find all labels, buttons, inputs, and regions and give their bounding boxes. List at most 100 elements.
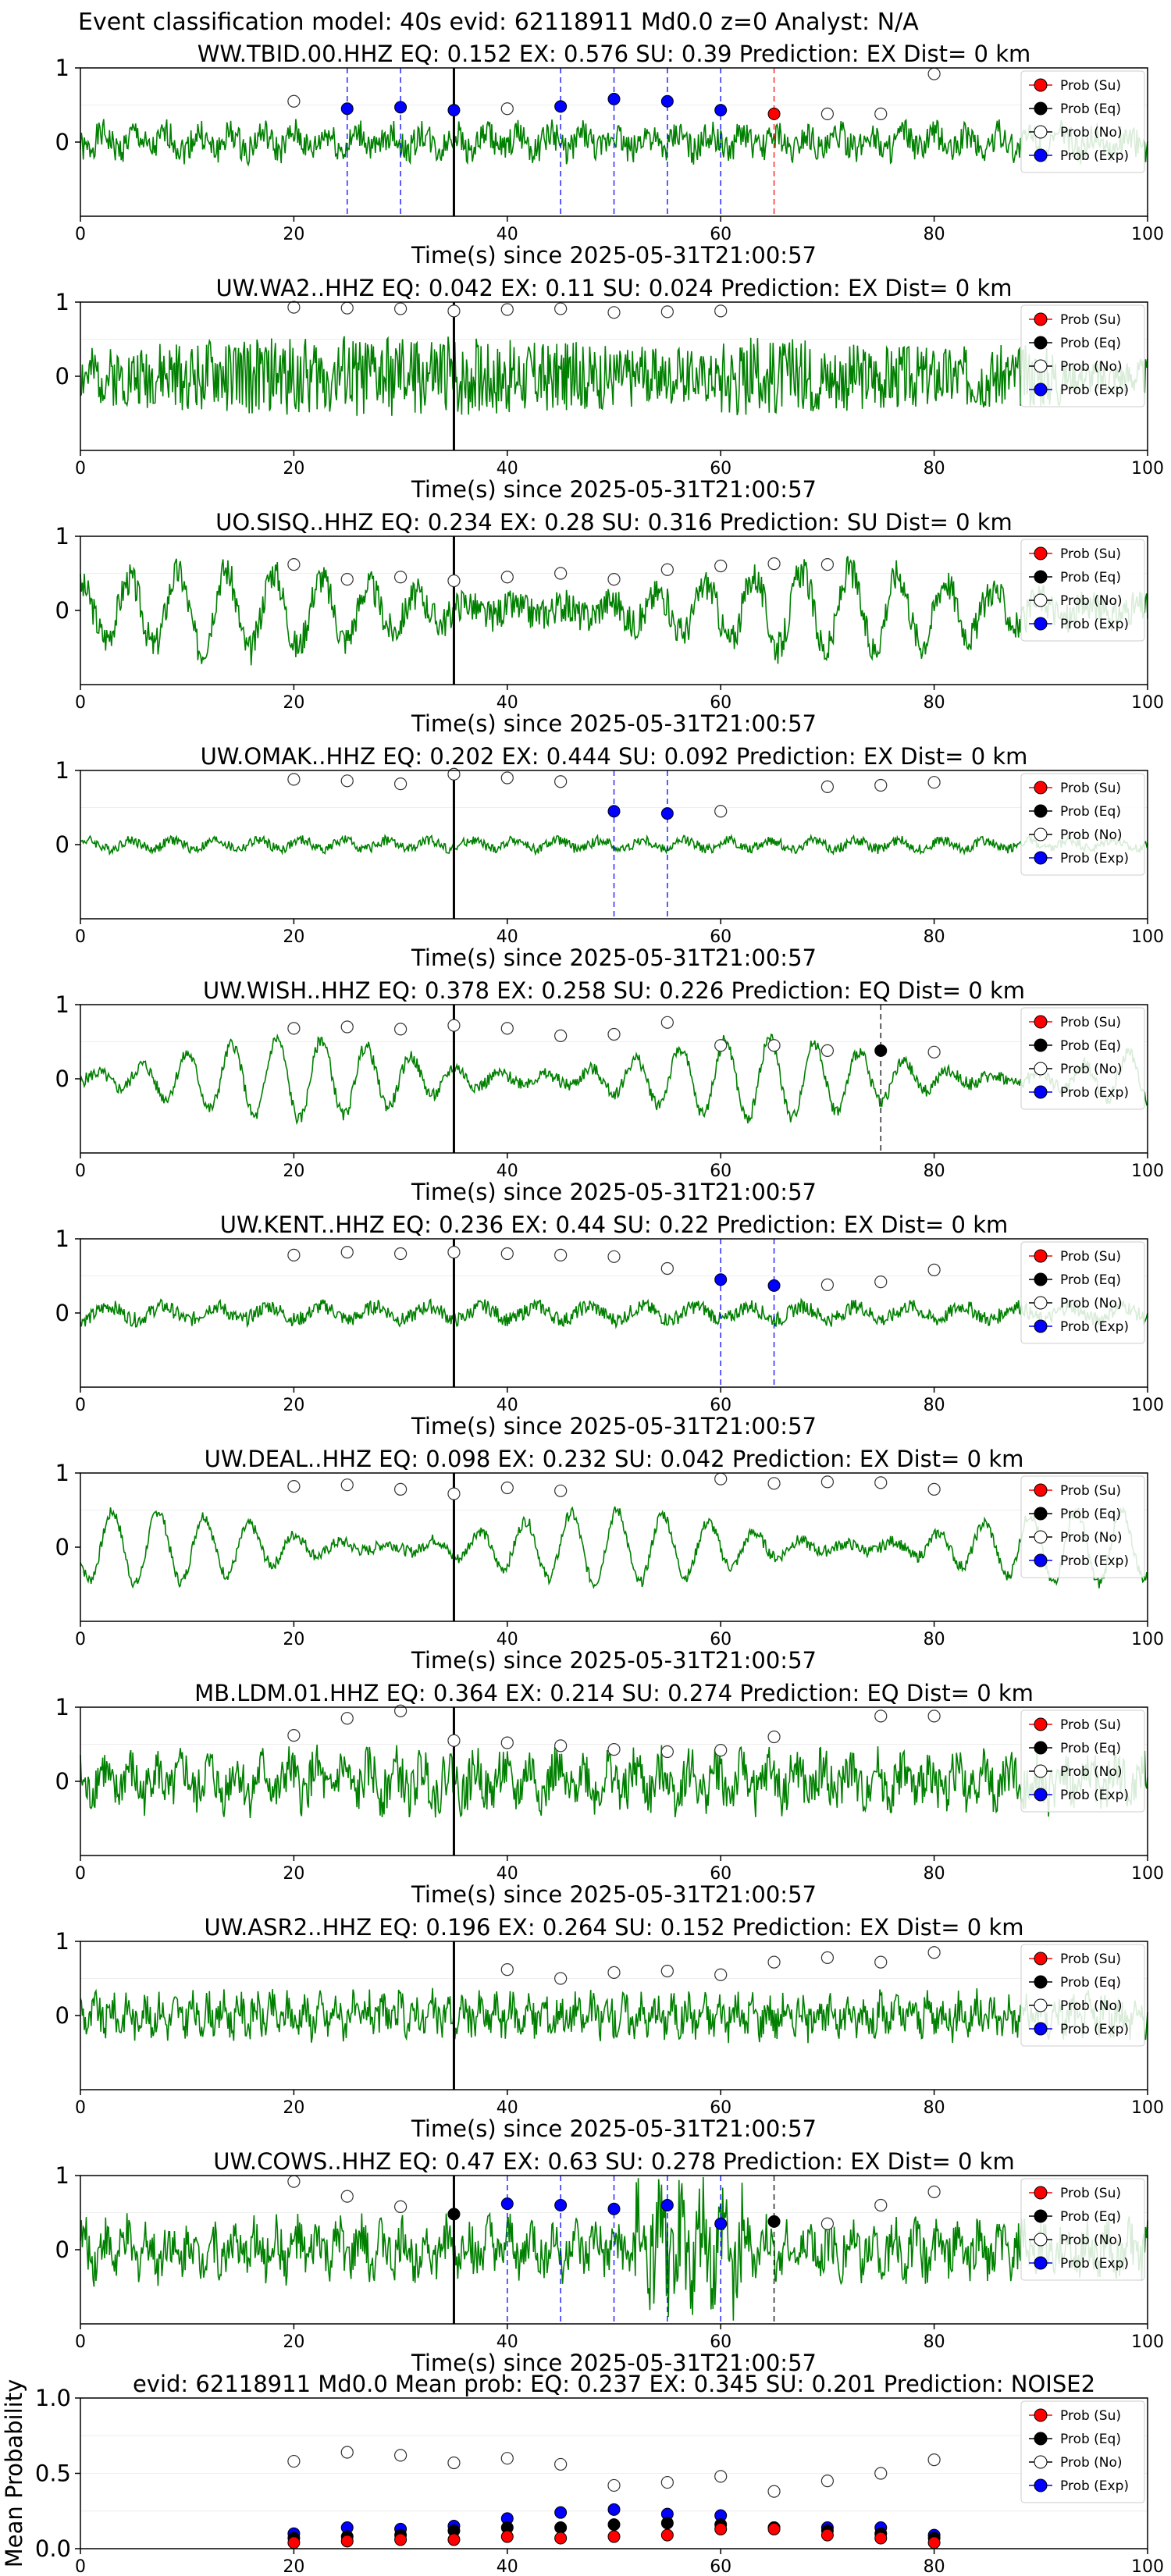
waveform-trace: [80, 1506, 1148, 1589]
legend-label-no: Prob (No): [1060, 2233, 1123, 2248]
marker-prob-no: [287, 1022, 301, 1035]
marker-prob-no: [554, 302, 568, 315]
mean-marker-su: [287, 2536, 301, 2549]
marker-prob-no: [393, 571, 408, 584]
xtick-label: 40: [497, 225, 518, 244]
marker-prob-no: [500, 1736, 514, 1749]
legend-label-su: Prob (Su): [1060, 78, 1121, 94]
marker-prob-no: [287, 1729, 301, 1742]
station-panel-9: UW.COWS..HHZ EQ: 0.47 EX: 0.63 SU: 0.278…: [55, 2148, 1164, 2376]
marker-prob-no: [927, 1710, 941, 1723]
marker-prob-no: [447, 1245, 461, 1259]
marker-prob-no: [287, 1479, 301, 1493]
ytick-label: 1: [55, 2162, 69, 2189]
xtick-label: 0: [75, 693, 86, 713]
legend-box: [1020, 1007, 1145, 1110]
marker-prob-exp: [660, 2199, 674, 2211]
xtick-label: 80: [924, 459, 945, 479]
ytick-label: 0: [55, 129, 69, 155]
marker-prob-no: [927, 1482, 941, 1496]
legend-marker-eq: [1034, 101, 1048, 116]
xtick-label: 0: [75, 225, 86, 244]
xtick-label: 40: [497, 459, 518, 479]
legend-label-eq: Prob (Eq): [1060, 570, 1121, 585]
figure-suptitle: Event classification model: 40s evid: 62…: [78, 9, 919, 36]
marker-prob-no: [287, 557, 301, 571]
legend-marker-exp: [1034, 148, 1048, 162]
marker-prob-no: [393, 777, 408, 791]
station-panel-6: UW.DEAL..HHZ EQ: 0.098 EX: 0.232 SU: 0.0…: [55, 1446, 1164, 1674]
xtick-label: 60: [710, 927, 731, 947]
legend-marker-exp: [1034, 1085, 1048, 1099]
marker-prob-exp: [607, 92, 621, 105]
legend-label-su: Prob (Su): [1060, 1952, 1121, 1967]
mean-marker-no: [340, 2446, 354, 2459]
ytick-label: 1: [55, 1226, 69, 1252]
legend-marker-su: [1034, 1952, 1048, 1966]
legend-marker-exp: [1034, 2256, 1048, 2270]
marker-prob-exp: [767, 1279, 781, 1292]
station-panel-2: UO.SISQ..HHZ EQ: 0.234 EX: 0.28 SU: 0.31…: [55, 509, 1164, 737]
marker-prob-no: [393, 1704, 408, 1717]
xtick-label: 20: [283, 2332, 304, 2352]
legend-label-no: Prob (No): [1060, 1998, 1123, 2014]
legend-marker-exp: [1034, 851, 1048, 865]
marker-prob-no: [874, 1476, 888, 1489]
legend-label-exp: Prob (Exp): [1060, 1553, 1129, 1569]
marker-prob-no: [554, 1972, 568, 1985]
waveform-trace: [80, 1987, 1148, 2044]
waveform-trace: [80, 336, 1148, 416]
mean-marker-no: [287, 2454, 301, 2468]
marker-prob-no: [607, 1250, 621, 1263]
marker-prob-no: [287, 2175, 301, 2188]
mean-marker-no: [874, 2467, 888, 2480]
marker-prob-no: [447, 574, 461, 588]
ytick-label: 1: [55, 523, 69, 550]
marker-prob-no: [340, 774, 354, 788]
legend-marker-su: [1034, 312, 1048, 326]
legend-label-exp: Prob (Exp): [1060, 2022, 1129, 2037]
marker-prob-exp: [660, 94, 674, 108]
xtick-label: 20: [283, 225, 304, 244]
xtick-label: 100: [1131, 1396, 1164, 1415]
marker-prob-no: [874, 107, 888, 120]
legend-box: [1020, 70, 1145, 173]
xtick-label: 40: [497, 1162, 518, 1181]
legend-marker-su: [1034, 2186, 1048, 2200]
marker-prob-no: [500, 771, 514, 785]
marker-prob-no: [340, 1712, 354, 1725]
xtick-label: 0: [75, 927, 86, 947]
xtick-label: 60: [710, 1162, 731, 1181]
ytick-label: 1: [55, 289, 69, 315]
legend-marker-no: [1034, 827, 1048, 841]
legend-marker-exp: [1034, 382, 1048, 397]
marker-prob-no: [820, 780, 835, 794]
xtick-label: 0: [75, 459, 86, 479]
marker-prob-no: [767, 557, 781, 571]
xtick-label: 20: [283, 2098, 304, 2118]
mean-marker-no: [554, 2457, 568, 2471]
marker-prob-no: [927, 1263, 941, 1277]
panel-title: UW.COWS..HHZ EQ: 0.47 EX: 0.63 SU: 0.278…: [213, 2148, 1014, 2175]
marker-prob-no: [500, 571, 514, 584]
x-axis-label: Time(s) since 2025-05-31T21:00:57: [411, 1413, 817, 1439]
legend-marker-no: [1034, 1530, 1048, 1544]
mean-marker-no: [393, 2449, 408, 2462]
marker-prob-no: [714, 1968, 728, 1981]
x-axis-label: Time(s) since 2025-05-31T21:00:57: [411, 242, 817, 269]
marker-prob-no: [660, 305, 674, 318]
legend-marker-eq: [1034, 1975, 1048, 1989]
mean-marker-no: [927, 2453, 941, 2467]
station-panel-7: MB.LDM.01.HHZ EQ: 0.364 EX: 0.214 SU: 0.…: [55, 1680, 1164, 1908]
xtick-label: 40: [497, 1864, 518, 1884]
legend-box: [1020, 2400, 1145, 2503]
xtick-label: 60: [710, 2098, 731, 2118]
legend-marker-no: [1034, 1764, 1048, 1778]
mean-marker-su: [447, 2533, 461, 2546]
marker-prob-eq: [447, 2208, 461, 2221]
legend-box: [1020, 539, 1145, 642]
marker-prob-no: [714, 559, 728, 573]
xtick-label: 80: [924, 225, 945, 244]
mean-marker-no: [607, 2478, 621, 2492]
legend-marker-eq: [1034, 336, 1048, 350]
